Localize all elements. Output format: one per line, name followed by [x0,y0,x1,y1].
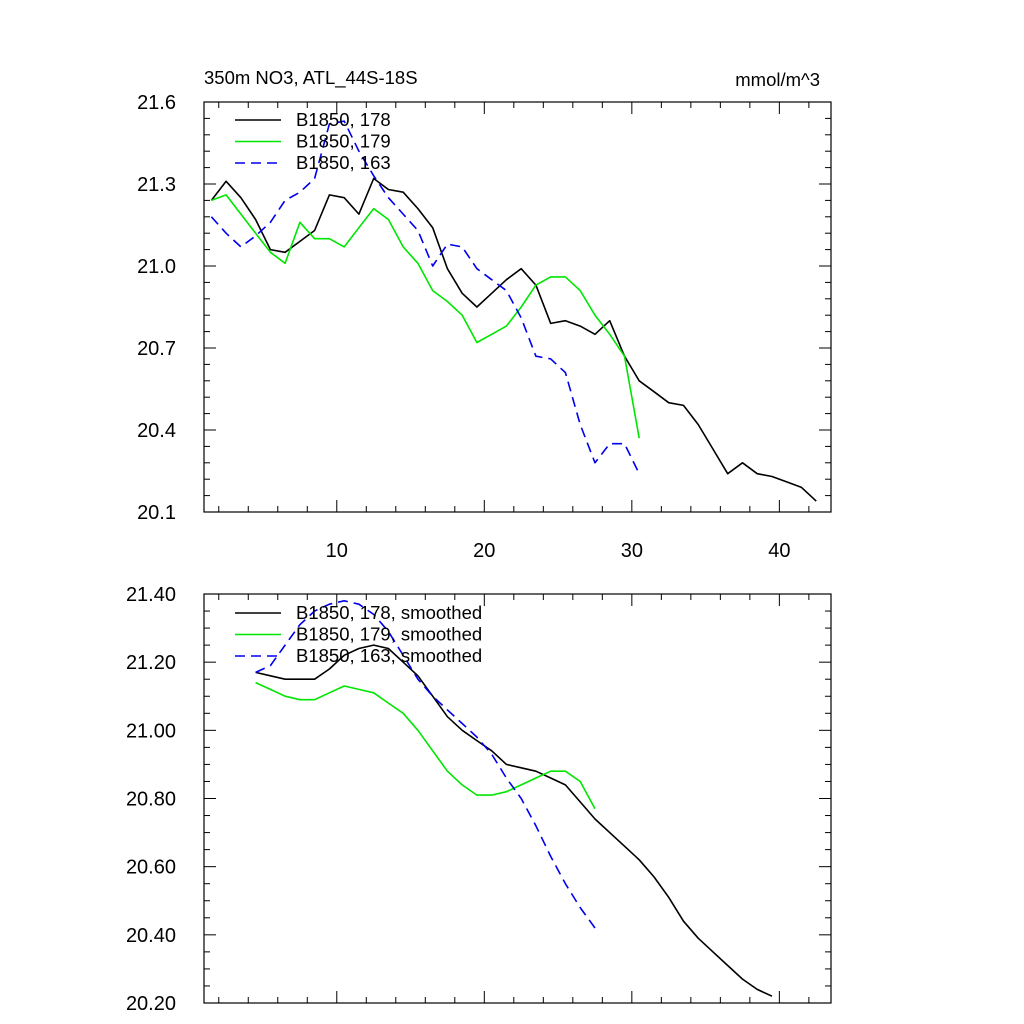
legend-label: B1850, 179, smoothed [296,624,482,645]
legend-label: B1850, 163, smoothed [296,645,482,666]
legend-label: B1850, 178, smoothed [296,602,482,623]
x-tick-label: 40 [768,540,790,562]
plot-frame [203,101,832,513]
y-tick-label: 21.3 [137,174,176,196]
x-tick-label: 30 [621,540,643,562]
y-tick-label: 21.6 [137,92,176,114]
units-label: mmol/m^3 [735,69,820,90]
series-line-3 [210,120,640,475]
series-line-2 [255,681,596,810]
y-tick-label: 20.40 [126,925,176,947]
legend-label: B1850, 163 [296,152,391,173]
y-tick-label: 21.20 [126,652,176,674]
top-chart-panel: 20.1 20.4 20.7 21.0 21.3 21.6 10 20 30 40 B1850, 1… [137,92,832,562]
series-line-1 [210,177,817,502]
series-line-1 [255,644,773,997]
y-tick-label: 21.0 [137,256,176,278]
legend-label: B1850, 179 [296,131,391,152]
y-tick-label: 20.60 [126,857,176,879]
chart-title: 350m NO3, ATL_44S-18S [204,67,418,89]
legend-label: B1850, 178 [296,109,391,130]
y-tick-label: 20.4 [137,420,176,442]
x-tick-label: 20 [473,540,495,562]
y-tick-label: 20.7 [137,338,176,360]
y-tick-label: 20.20 [126,993,176,1015]
y-tick-label: 20.1 [137,502,176,524]
x-tick-label: 10 [326,540,348,562]
y-tick-label: 21.00 [126,720,176,742]
bottom-chart-panel: 20.20 20.40 20.60 20.80 21.00 21.20 21.40 B1850… [126,584,832,1015]
y-tick-label: 21.40 [126,584,176,606]
series-line-2 [211,194,640,439]
series-line-3 [255,599,596,929]
y-tick-label: 20.80 [126,789,176,811]
